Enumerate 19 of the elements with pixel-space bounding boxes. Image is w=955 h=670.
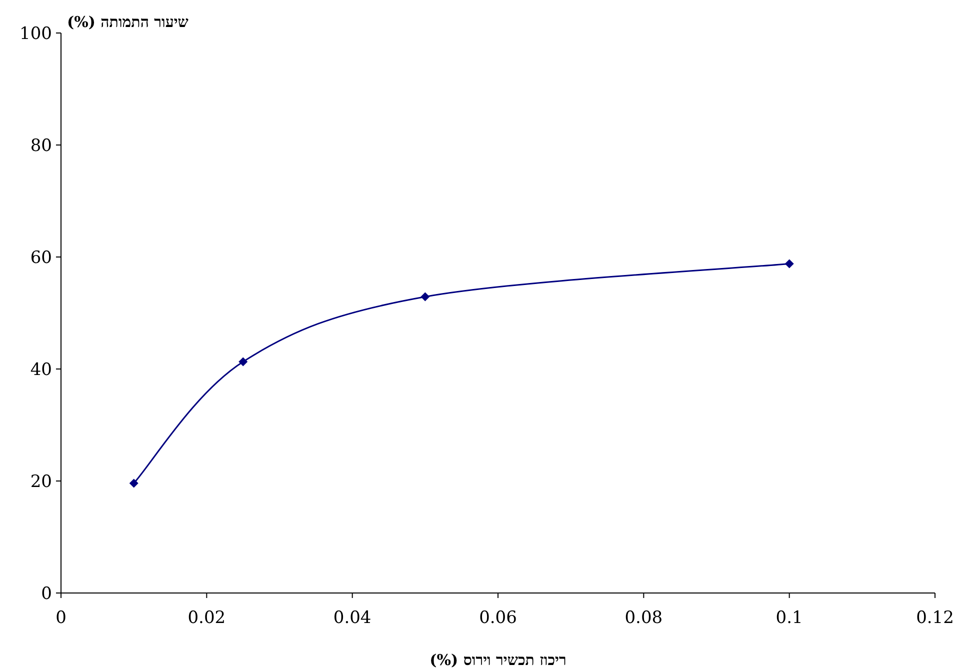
x-tick-label: 0.06: [479, 608, 517, 628]
x-tick-label: 0.1: [776, 608, 803, 628]
x-tick-label: 0.02: [188, 608, 226, 628]
y-tick-label: 0: [41, 584, 52, 604]
y-tick-label: 100: [20, 24, 52, 44]
y-tick-label: 40: [30, 360, 52, 380]
y-axis-title: שיעור התמותה (%): [67, 13, 189, 31]
x-tick-label: 0.08: [624, 608, 663, 628]
x-tick-label: 0: [56, 608, 66, 628]
point: [784, 259, 794, 268]
point: [238, 357, 248, 366]
y-tick-label: 60: [30, 248, 52, 268]
point: [129, 478, 138, 488]
x-tick-label: 0.12: [916, 608, 954, 628]
y-tick-label: 20: [30, 472, 52, 492]
x-axis-title: ריכוז תכשיר וירוס (%): [430, 651, 566, 669]
y-tick-label: 80: [30, 136, 52, 156]
x-tick-label: 0.04: [333, 608, 372, 628]
point: [420, 292, 430, 302]
